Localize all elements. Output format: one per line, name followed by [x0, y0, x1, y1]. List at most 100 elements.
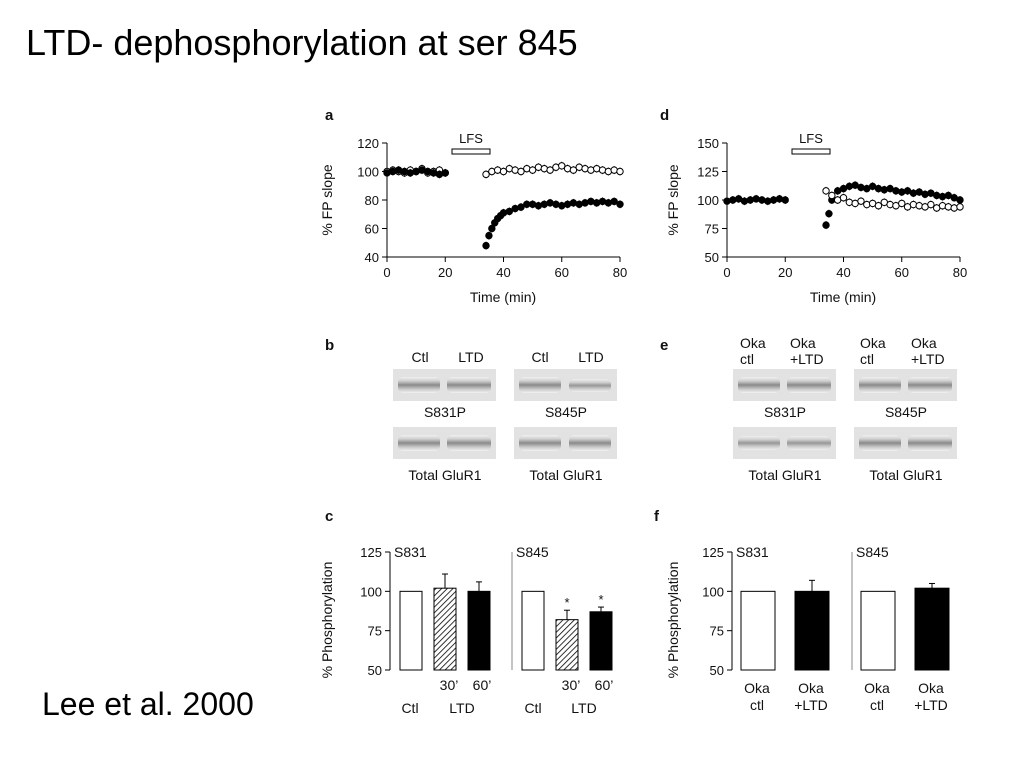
x-axis-label: Time (min): [810, 289, 876, 305]
y-tick-label: 120: [357, 136, 379, 151]
blot-band: [569, 435, 611, 451]
x-label: LTD: [571, 700, 596, 716]
data-point: [950, 204, 958, 212]
data-point: [938, 192, 947, 201]
blot-band: [908, 377, 952, 393]
data-point: [909, 200, 918, 209]
data-point: [775, 195, 784, 203]
data-point: [758, 196, 766, 204]
group-name: S831: [736, 544, 769, 560]
data-point: [898, 199, 906, 208]
blot-band: [738, 436, 780, 450]
lane-label: Ctl: [531, 349, 548, 365]
data-point: [485, 231, 493, 240]
bar: [740, 590, 776, 671]
lane-label: ctl: [860, 351, 874, 367]
x-label: +LTD: [914, 697, 948, 713]
y-axis-label: % FP slope: [319, 164, 335, 236]
data-point: [909, 189, 918, 197]
data-point: [764, 197, 772, 205]
y-tick-label: 80: [365, 193, 379, 208]
significance-star: *: [564, 595, 569, 610]
x-tick-label: 60: [555, 265, 569, 280]
data-point: [528, 166, 537, 174]
data-point: [822, 187, 830, 195]
slide-title: LTD- dephosphorylation at ser 845: [26, 22, 578, 63]
x-label: +LTD: [794, 697, 828, 713]
blot-label: S831P: [764, 404, 806, 420]
bar: [399, 590, 423, 671]
data-point: [729, 196, 737, 204]
bar: [794, 590, 830, 671]
bar: [433, 587, 457, 671]
y-tick-label: 50: [710, 663, 724, 678]
blot-band: [398, 377, 440, 393]
blot-band: [569, 379, 611, 392]
x-label: Oka: [918, 680, 944, 696]
blot-band: [908, 435, 952, 451]
lane-label: LTD: [578, 349, 603, 365]
group-name: S831: [394, 544, 427, 560]
lane-label: Oka: [740, 335, 766, 351]
y-axis-label: % Phosphorylation: [319, 562, 335, 679]
y-axis-label: % FP slope: [665, 164, 681, 236]
x-label: 30’: [562, 677, 581, 693]
data-point: [616, 167, 624, 176]
bar-group: 50 75 100 125 S831: [702, 544, 830, 678]
y-tick-label: 100: [360, 584, 382, 599]
lane-label: +LTD: [790, 351, 824, 367]
fp-slope-chart-d: 50 75 100 125 150 0 20 40 60 80 LFS % FP slope T…: [665, 131, 967, 305]
data-point: [857, 197, 865, 205]
data-point: [898, 188, 906, 196]
lane-label: +LTD: [911, 351, 945, 367]
data-point: [921, 190, 929, 199]
citation: Lee et al. 2000: [42, 686, 254, 722]
y-tick-label: 75: [710, 624, 724, 639]
blot-band: [787, 377, 831, 393]
data-point: [482, 241, 490, 250]
data-point: [517, 167, 525, 176]
data-point: [769, 196, 778, 204]
panel-letter-b: b: [325, 337, 334, 354]
x-label: Oka: [744, 680, 770, 696]
bar: [860, 590, 896, 671]
blot-label: S845P: [545, 404, 587, 420]
data-point: [482, 170, 490, 179]
y-tick-label: 100: [702, 584, 724, 599]
x-label: Oka: [864, 680, 890, 696]
data-point: [558, 162, 566, 170]
blot-label: S831P: [424, 404, 466, 420]
lane-label: Ctl: [411, 349, 428, 365]
blot-label: Total GluR1: [748, 467, 821, 483]
x-tick-label: 80: [613, 265, 627, 280]
x-label: Oka: [798, 680, 824, 696]
y-tick-label: 50: [705, 250, 719, 265]
bar: [555, 619, 579, 671]
data-point: [746, 196, 754, 204]
panel-letter-d: d: [660, 107, 669, 124]
panel-letter-a: a: [325, 107, 334, 124]
blot-label: Total GluR1: [529, 467, 602, 483]
data-point: [822, 221, 830, 229]
x-label: ctl: [750, 697, 764, 713]
y-tick-label: 125: [697, 165, 719, 180]
blot-label: Total GluR1: [869, 467, 942, 483]
lfs-bar: [451, 148, 491, 155]
lane-label: Oka: [911, 335, 937, 351]
x-label: LTD: [449, 700, 474, 716]
y-axis-label: % Phosphorylation: [665, 562, 681, 679]
blot-band: [398, 435, 440, 451]
y-tick-label: 75: [368, 624, 382, 639]
data-point: [956, 203, 964, 211]
phosphorylation-chart-c: % Phosphorylation 50 75 100 125 S831 S845 * * 3…: [319, 544, 613, 716]
blot-band: [519, 435, 561, 451]
western-blots-e: Oka ctl Oka +LTD Oka ctl Oka +LTD S831P …: [733, 335, 957, 483]
data-point: [825, 209, 833, 218]
blot-band: [447, 377, 491, 393]
significance-star: *: [598, 592, 603, 607]
x-tick-label: 20: [778, 265, 792, 280]
data-point: [956, 196, 964, 204]
data-point: [874, 184, 883, 193]
blot-band: [738, 377, 780, 393]
